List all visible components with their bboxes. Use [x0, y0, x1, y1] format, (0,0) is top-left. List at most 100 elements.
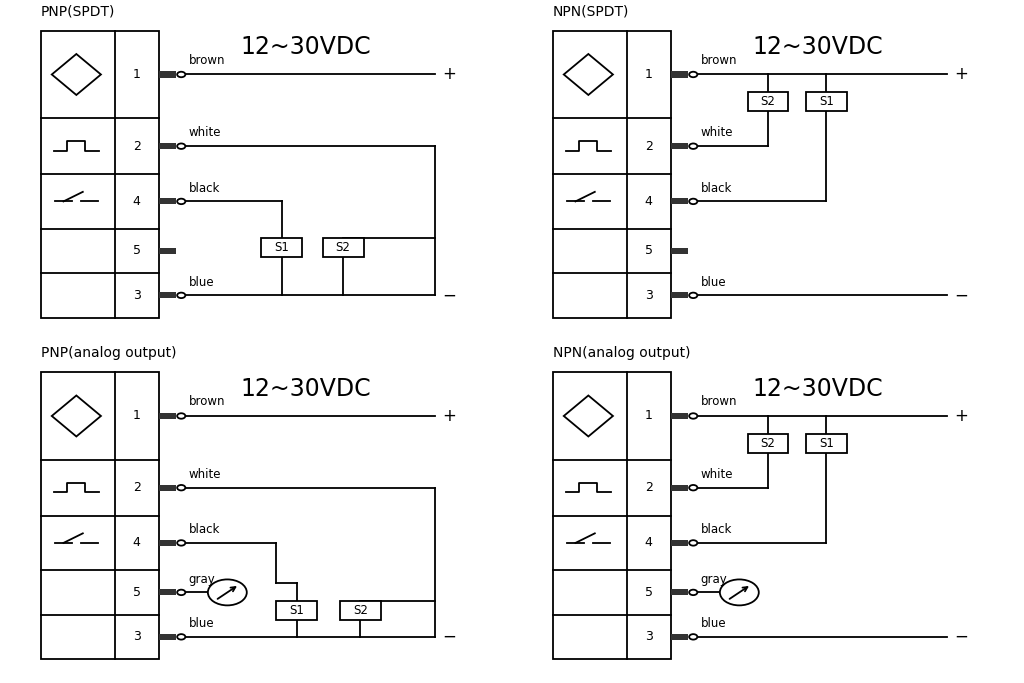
Text: 3: 3 — [133, 289, 140, 302]
Bar — [159, 540, 176, 546]
Bar — [553, 372, 671, 659]
Text: blue: blue — [188, 617, 214, 630]
Text: 4: 4 — [645, 195, 652, 208]
Circle shape — [177, 199, 185, 204]
Text: 12~30VDC: 12~30VDC — [753, 36, 884, 59]
Bar — [159, 485, 176, 491]
Text: brown: brown — [700, 395, 737, 408]
Bar — [671, 634, 688, 640]
Text: white: white — [700, 126, 733, 139]
Text: 4: 4 — [645, 536, 652, 549]
Bar — [671, 198, 688, 204]
Text: NPN(analog output): NPN(analog output) — [553, 346, 690, 360]
Circle shape — [177, 589, 185, 595]
Text: black: black — [188, 182, 220, 195]
Text: 5: 5 — [133, 245, 140, 257]
Circle shape — [177, 485, 185, 490]
Text: 5: 5 — [645, 245, 652, 257]
Bar — [159, 143, 176, 150]
Text: 5: 5 — [645, 586, 652, 599]
Bar — [159, 248, 176, 254]
Text: 1: 1 — [645, 410, 652, 423]
Text: 2: 2 — [645, 482, 652, 494]
Bar — [671, 589, 688, 596]
Text: black: black — [700, 182, 732, 195]
Text: blue: blue — [700, 275, 726, 288]
Text: 12~30VDC: 12~30VDC — [753, 377, 884, 401]
Text: PNP(analog output): PNP(analog output) — [41, 346, 176, 360]
Bar — [276, 601, 317, 620]
Text: −: − — [442, 286, 457, 305]
Text: S1: S1 — [274, 241, 289, 254]
Text: 2: 2 — [133, 140, 140, 153]
Text: +: + — [442, 66, 457, 83]
Text: S1: S1 — [290, 604, 304, 617]
Circle shape — [689, 292, 697, 298]
Text: +: + — [954, 66, 969, 83]
Circle shape — [689, 540, 697, 546]
Text: NPN(SPDT): NPN(SPDT) — [553, 5, 630, 18]
Text: PNP(SPDT): PNP(SPDT) — [41, 5, 116, 18]
Text: black: black — [188, 523, 220, 536]
Text: 12~30VDC: 12~30VDC — [241, 36, 372, 59]
Circle shape — [177, 292, 185, 298]
Text: 4: 4 — [133, 195, 140, 208]
Circle shape — [689, 199, 697, 204]
Circle shape — [689, 485, 697, 490]
Text: S2: S2 — [761, 437, 775, 450]
Text: −: − — [954, 286, 969, 305]
Text: 1: 1 — [133, 68, 140, 81]
Bar — [671, 540, 688, 546]
Bar — [159, 589, 176, 596]
Bar — [671, 72, 688, 78]
Text: white: white — [700, 468, 733, 481]
Bar — [323, 238, 364, 257]
Bar — [553, 31, 671, 318]
Circle shape — [689, 72, 697, 77]
Circle shape — [177, 72, 185, 77]
Text: S1: S1 — [819, 96, 834, 109]
Text: white: white — [188, 468, 221, 481]
Bar — [671, 248, 688, 254]
Bar — [748, 92, 788, 111]
Circle shape — [177, 143, 185, 149]
Bar — [671, 485, 688, 491]
Bar — [340, 601, 381, 620]
Text: brown: brown — [188, 395, 225, 408]
Text: white: white — [188, 126, 221, 139]
Bar — [159, 634, 176, 640]
Bar — [671, 143, 688, 150]
Text: S2: S2 — [353, 604, 368, 617]
Text: S2: S2 — [336, 241, 350, 254]
Circle shape — [689, 413, 697, 419]
Text: +: + — [954, 407, 969, 425]
Text: 1: 1 — [645, 68, 652, 81]
Text: +: + — [442, 407, 457, 425]
Bar — [748, 434, 788, 453]
Text: 1: 1 — [133, 410, 140, 423]
Bar — [159, 292, 176, 298]
Text: 2: 2 — [645, 140, 652, 153]
Bar — [806, 434, 847, 453]
Circle shape — [689, 589, 697, 595]
Text: 3: 3 — [645, 630, 652, 643]
Text: −: − — [954, 628, 969, 646]
Text: black: black — [700, 523, 732, 536]
Text: −: − — [442, 628, 457, 646]
Circle shape — [177, 413, 185, 419]
Circle shape — [177, 634, 185, 639]
Bar — [671, 413, 688, 419]
Text: blue: blue — [188, 275, 214, 288]
Bar — [671, 292, 688, 298]
Bar — [806, 92, 847, 111]
Circle shape — [689, 634, 697, 639]
Text: 2: 2 — [133, 482, 140, 494]
Text: S2: S2 — [761, 96, 775, 109]
Text: brown: brown — [188, 54, 225, 67]
Text: 5: 5 — [133, 586, 140, 599]
Circle shape — [177, 540, 185, 546]
Text: brown: brown — [700, 54, 737, 67]
Text: blue: blue — [700, 617, 726, 630]
Bar — [261, 238, 302, 257]
Bar — [159, 72, 176, 78]
